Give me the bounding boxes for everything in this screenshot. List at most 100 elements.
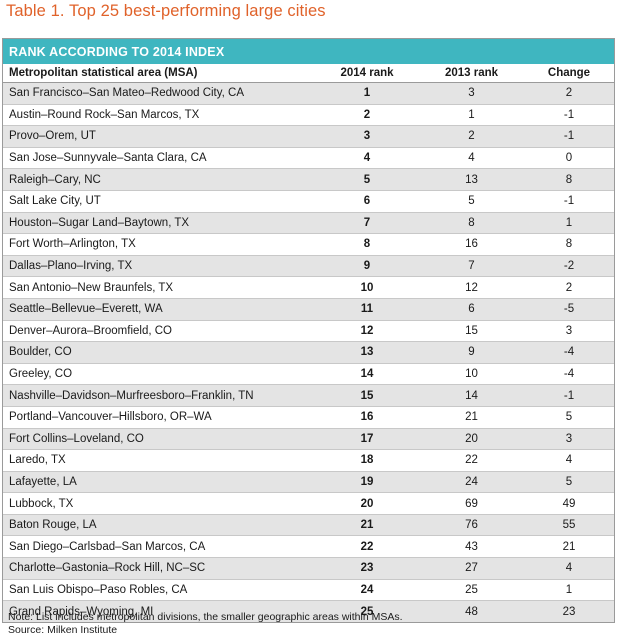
cell-2013-rank: 14 [419,384,524,407]
cell-2013-rank: 43 [419,535,524,558]
table-row: San Luis Obispo–Paso Robles, CA 24 25 1 [3,578,614,601]
cell-msa: Austin–Round Rock–San Marcos, TX [3,103,315,126]
cell-2013-rank: 3 [419,82,524,105]
cell-2013-rank: 13 [419,168,524,191]
table-row: Nashville–Davidson–Murfreesboro–Franklin… [3,384,614,407]
cell-msa: Fort Worth–Arlington, TX [3,233,315,256]
table-row: Laredo, TX 18 22 4 [3,449,614,472]
footnote: Note: List includes metropolitan divisio… [8,611,403,623]
cell-2013-rank: 2 [419,125,524,148]
table-row: Grand Rapids–Wyoming, MI 25 48 23 [3,600,614,622]
cell-2013-rank: 4 [419,146,524,169]
cell-change: 2 [524,276,614,299]
cell-2013-rank: 27 [419,557,524,580]
cell-2013-rank: 6 [419,297,524,321]
cell-2014-rank: 20 [315,492,419,515]
cell-2013-rank: 1 [419,103,524,126]
table-row: San Jose–Sunnyvale–Santa Clara, CA 4 4 0 [3,146,614,169]
cell-2014-rank: 23 [315,557,419,580]
cell-2013-rank: 16 [419,233,524,256]
cell-change: -4 [524,362,614,385]
table-row: Fort Worth–Arlington, TX 8 16 8 [3,233,614,256]
cell-change: 4 [524,449,614,472]
cell-change: -1 [524,125,614,148]
table-row: Baton Rouge, LA 21 76 55 [3,513,614,536]
cell-msa: San Antonio–New Braunfels, TX [3,276,315,299]
cell-change: 8 [524,233,614,256]
cell-2014-rank: 9 [315,254,419,277]
column-header-2014-rank: 2014 rank [315,64,419,83]
cell-2013-rank: 24 [419,470,524,493]
cell-2013-rank: 48 [419,600,524,622]
table-row: Denver–Aurora–Broomfield, CO 12 15 3 [3,319,614,342]
cell-msa: Portland–Vancouver–Hillsboro, OR–WA [3,405,315,428]
table-row: Charlotte–Gastonia–Rock Hill, NC–SC 23 27 4 [3,557,614,580]
cell-2014-rank: 17 [315,427,419,450]
cell-2014-rank: 16 [315,405,419,428]
table-title: Table 1. Top 25 best-performing large ci… [6,2,326,20]
table-row: Lubbock, TX 20 69 49 [3,492,614,515]
cell-msa: Fort Collins–Loveland, CO [3,427,315,450]
cell-2014-rank: 18 [315,449,419,472]
cell-2014-rank: 8 [315,233,419,256]
table-section-band: RANK ACCORDING TO 2014 INDEX [3,39,614,64]
cell-2013-rank: 22 [419,449,524,472]
cell-change: -1 [524,384,614,407]
cell-2013-rank: 8 [419,211,524,234]
cell-msa: Provo–Orem, UT [3,125,315,148]
cell-change: 2 [524,82,614,105]
cell-msa: San Diego–Carlsbad–San Marcos, CA [3,535,315,558]
cell-change: 0 [524,146,614,169]
cell-change: -5 [524,297,614,321]
table-row: Austin–Round Rock–San Marcos, TX 2 1 -1 [3,103,614,126]
cell-2014-rank: 15 [315,384,419,407]
table-row: Lafayette, LA 19 24 5 [3,470,614,493]
column-header-msa: Metropolitan statistical area (MSA) [3,64,315,83]
cell-2014-rank: 13 [315,341,419,364]
data-table: RANK ACCORDING TO 2014 INDEX Metropolita… [2,38,615,623]
cell-2014-rank: 1 [315,82,419,105]
cell-2014-rank: 21 [315,513,419,536]
cell-change: 23 [524,600,614,622]
cell-msa: Laredo, TX [3,449,315,472]
cell-2014-rank: 3 [315,125,419,148]
cell-2013-rank: 21 [419,405,524,428]
cell-2014-rank: 4 [315,146,419,169]
cell-change: 1 [524,578,614,601]
cell-msa: Denver–Aurora–Broomfield, CO [3,319,315,342]
cell-2013-rank: 25 [419,578,524,601]
cell-change: 21 [524,535,614,558]
cell-2014-rank: 6 [315,189,419,213]
cell-2014-rank: 7 [315,211,419,234]
table-row: Dallas–Plano–Irving, TX 9 7 -2 [3,254,614,277]
cell-2013-rank: 15 [419,319,524,342]
cell-2014-rank: 11 [315,297,419,321]
ranking-table: Metropolitan statistical area (MSA) 2014… [3,64,614,622]
cell-change: -2 [524,254,614,277]
cell-change: -4 [524,341,614,364]
cell-msa: San Francisco–San Mateo–Redwood City, CA [3,82,315,105]
cell-msa: Baton Rouge, LA [3,513,315,536]
cell-2014-rank: 19 [315,470,419,493]
cell-2013-rank: 10 [419,362,524,385]
table-row: Portland–Vancouver–Hillsboro, OR–WA 16 21 5 [3,405,614,428]
source-note: Source: Milken Institute [8,624,118,636]
table-row: San Francisco–San Mateo–Redwood City, CA… [3,82,614,105]
cell-change: 4 [524,557,614,580]
table-footer: Note: List includes metropolitan divisio… [8,611,403,637]
table-row: Provo–Orem, UT 3 2 -1 [3,125,614,148]
cell-2013-rank: 7 [419,254,524,277]
cell-msa: Raleigh–Cary, NC [3,168,315,191]
cell-2014-rank: 25 [315,600,419,622]
table-row: San Diego–Carlsbad–San Marcos, CA 22 43 21 [3,535,614,558]
cell-msa: Boulder, CO [3,341,315,364]
table-row: Seattle–Bellevue–Everett, WA 11 6 -5 [3,297,614,321]
cell-msa: Lubbock, TX [3,492,315,515]
cell-2014-rank: 2 [315,103,419,126]
cell-change: 1 [524,211,614,234]
cell-msa: Charlotte–Gastonia–Rock Hill, NC–SC [3,557,315,580]
cell-2014-rank: 24 [315,578,419,601]
cell-msa: San Jose–Sunnyvale–Santa Clara, CA [3,146,315,169]
table-row: Greeley, CO 14 10 -4 [3,362,614,385]
column-header-2013-rank: 2013 rank [419,64,524,83]
